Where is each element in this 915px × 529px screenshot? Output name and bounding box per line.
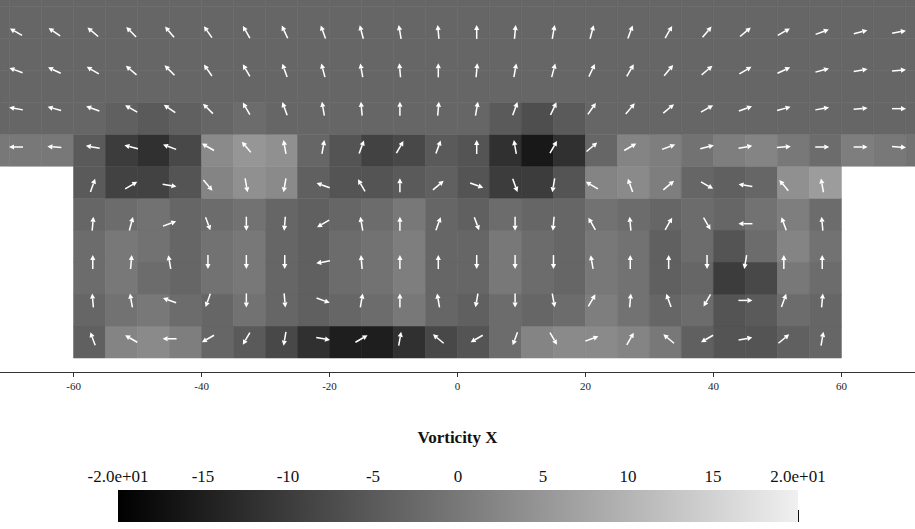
svg-text:5: 5 [539,467,548,486]
svg-text:Vorticity X: Vorticity X [417,428,498,447]
svg-text:0: 0 [454,467,463,486]
svg-text:-40: -40 [194,380,209,392]
svg-text:-60: -60 [66,380,81,392]
svg-text:-2.0e+01: -2.0e+01 [87,467,148,486]
svg-text:15: 15 [705,467,722,486]
svg-text:2.0e+01: 2.0e+01 [770,467,825,486]
svg-text:60: 60 [836,380,848,392]
svg-text:40: 40 [708,380,720,392]
svg-text:-5: -5 [366,467,380,486]
svg-text:-15: -15 [192,467,215,486]
svg-text:-20: -20 [322,380,337,392]
svg-text:10: 10 [620,467,637,486]
svg-text:0: 0 [455,380,461,392]
svg-text:-10: -10 [277,467,300,486]
svg-text:20: 20 [580,380,592,392]
